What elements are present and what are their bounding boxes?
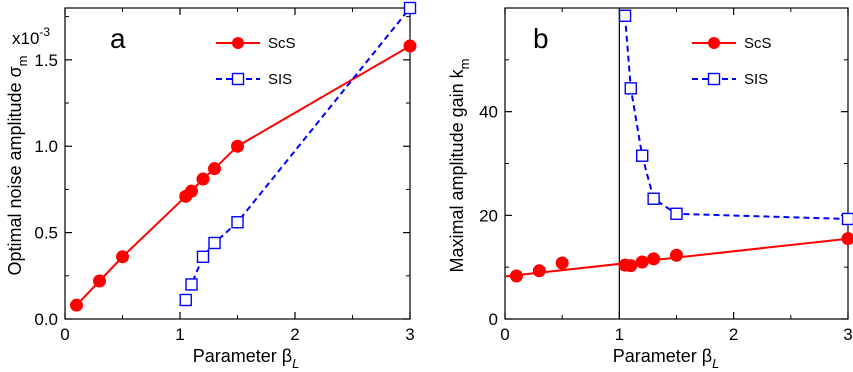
legend-label-scs: ScS [268, 35, 296, 52]
x-axis-title-text: Parameter β [193, 346, 292, 366]
data-point-scs [196, 172, 210, 186]
x-tick-label: 3 [843, 325, 852, 344]
y-axis-title-text: Maximal amplitude gain k [447, 68, 467, 272]
data-point-sis [185, 278, 198, 291]
panel-letter: a [110, 23, 126, 54]
plot-frame [64, 7, 411, 320]
data-point-scs [841, 232, 853, 246]
x-tick-label: 2 [729, 325, 738, 344]
x-axis-title-sub: L [292, 356, 299, 371]
data-point-sis [403, 1, 417, 15]
y-tick-label: 0 [489, 310, 498, 329]
data-point-scs [670, 248, 683, 262]
legend-marker-scs [708, 37, 720, 49]
series-sis: SIS [179, 1, 417, 307]
y-multiplier: x10-3 [12, 25, 50, 48]
data-point-scs [555, 256, 569, 270]
y-multiplier-exponent: -3 [39, 25, 50, 39]
series-scs: ScS [70, 35, 417, 312]
data-point-scs [93, 274, 106, 288]
y-axis-title-sub: m [457, 59, 472, 70]
y-axis-title-text: Optimal noise amplitude σ [5, 66, 25, 275]
series-sis: SIS [618, 9, 853, 226]
data-point-scs [231, 139, 244, 153]
x-tick-label: 1 [175, 325, 184, 344]
data-point-scs [185, 184, 198, 198]
x-tick-label: 0 [500, 325, 509, 344]
data-point-sis [670, 207, 683, 220]
y-axis-title-sub: m [15, 55, 30, 66]
data-point-sis [231, 216, 244, 229]
series-line-sis [184, 8, 410, 301]
data-point-scs [208, 162, 221, 176]
series-line-sis [624, 15, 848, 220]
y-axis-title: Maximal amplitude gain km [447, 59, 472, 273]
y-axis-title: Optimal noise amplitude σm [5, 55, 30, 275]
x-tick-label: 0 [60, 325, 69, 344]
y-tick-label: 1.0 [34, 137, 58, 156]
x-axis-title-sub: L [712, 356, 719, 371]
data-point-sis [624, 82, 637, 95]
y-tick-label: 20 [479, 206, 498, 225]
data-point-sis [208, 236, 221, 250]
y-tick-label: 1.5 [34, 51, 58, 70]
y-tick-label: 0.5 [34, 224, 58, 243]
data-point-sis [196, 250, 210, 264]
data-point-scs [509, 269, 523, 283]
legend-marker-scs [232, 37, 244, 49]
legend-marker-sis [707, 72, 721, 86]
data-point-scs [635, 255, 649, 269]
data-point-scs [624, 259, 638, 273]
data-point-sis [841, 212, 853, 226]
x-tick-label: 3 [405, 325, 414, 344]
legend-marker-sis [231, 72, 245, 86]
x-axis-title: Parameter βL [613, 346, 720, 371]
data-point-scs [532, 264, 546, 278]
series-scs: ScS [505, 35, 853, 283]
data-point-sis [179, 293, 192, 307]
x-tick-label: 2 [290, 325, 299, 344]
panel-letter: b [533, 23, 549, 54]
data-point-sis [636, 149, 649, 162]
data-point-scs [116, 250, 129, 264]
x-axis-title: Parameter βL [193, 346, 300, 371]
x-axis-title-text: Parameter β [613, 346, 712, 366]
plot-frame [504, 7, 849, 320]
panel-b: 0 1 2 3 0 20 40 Parameter βL Maximal amplitude g… [447, 7, 853, 371]
data-point-sis [647, 192, 660, 205]
y-multiplier-base: x10 [12, 29, 39, 48]
legend-label-scs: ScS [744, 35, 772, 52]
legend-label-sis: SIS [744, 71, 768, 88]
x-tick-label: 1 [615, 325, 624, 344]
panel-a: 0 1 2 3 0.0 0.5 1.0 1.5 Parameter βL Optimal nois… [5, 1, 417, 371]
data-point-scs [403, 39, 417, 53]
data-point-sis [618, 9, 632, 22]
data-point-scs [647, 252, 661, 266]
legend-label-sis: SIS [268, 71, 292, 88]
y-tick-label: 0.0 [34, 310, 58, 329]
y-tick-label: 40 [479, 103, 498, 122]
data-point-scs [70, 298, 83, 312]
